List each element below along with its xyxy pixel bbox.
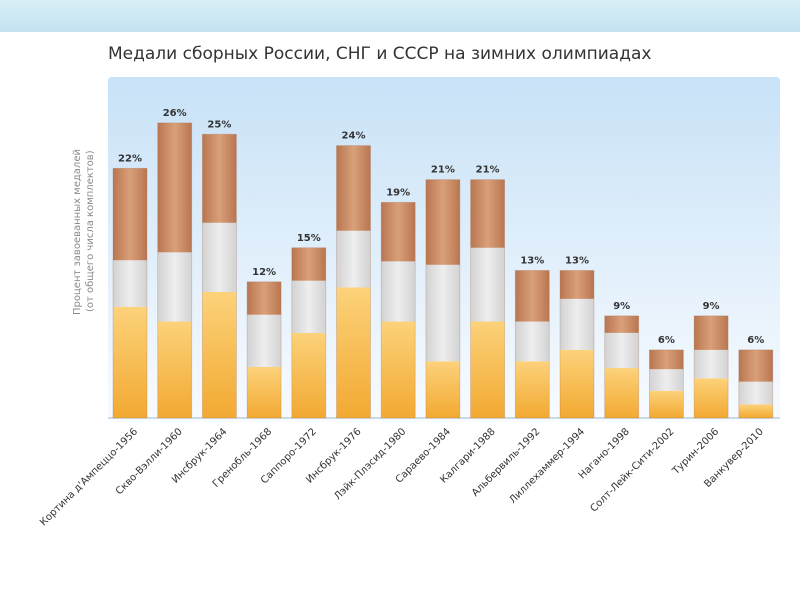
bar-total-label: 21% bbox=[431, 165, 455, 176]
y-axis-label-line-1: Процент завоеванных медалей bbox=[72, 149, 83, 315]
bar-gold bbox=[157, 321, 192, 418]
bar-silver bbox=[515, 321, 550, 362]
bar-gold bbox=[515, 361, 550, 418]
bar-outline bbox=[201, 133, 237, 419]
bar-total-label: 25% bbox=[207, 119, 231, 130]
bar-total-label: 21% bbox=[476, 165, 500, 176]
bar-silver bbox=[157, 252, 192, 322]
bar-bronze bbox=[515, 270, 550, 322]
bar-silver bbox=[425, 264, 460, 362]
bar-gold bbox=[247, 366, 282, 418]
bar-bronze bbox=[381, 202, 416, 262]
bar-silver bbox=[202, 222, 237, 293]
bar-silver bbox=[738, 381, 773, 405]
category-labels: Кортина д'Ампеццо-1956Скво-Вэлли-1960Инс… bbox=[38, 426, 766, 528]
bar-total-label: 9% bbox=[703, 301, 720, 312]
bar-outline bbox=[246, 281, 282, 419]
bar-gold bbox=[291, 332, 326, 418]
bar-bronze bbox=[604, 315, 639, 333]
bar-gold bbox=[381, 321, 416, 418]
bar-outline bbox=[738, 349, 774, 419]
bar-silver bbox=[470, 247, 505, 322]
chart-title: Медали сборных России, СНГ и СССР на зим… bbox=[108, 44, 652, 64]
bar-silver bbox=[694, 349, 729, 379]
bar-total-label: 13% bbox=[565, 255, 589, 266]
bar-total-label: 22% bbox=[118, 153, 142, 164]
bar-silver bbox=[113, 260, 147, 307]
category-label: Лиллехаммер-1994 bbox=[507, 426, 587, 506]
bar-gold bbox=[649, 390, 684, 418]
bar-outline bbox=[336, 145, 371, 419]
bar-silver bbox=[381, 261, 416, 322]
bar-gold bbox=[425, 361, 460, 418]
bar-total-label: 15% bbox=[297, 233, 321, 244]
bar-gold bbox=[694, 378, 729, 418]
labels-layer: 22% 26% 25% 12% 15% 24% 19% 21% 21% 13% 13% 9% 6% 9% 6… bbox=[118, 108, 764, 346]
bar-silver bbox=[560, 298, 594, 350]
bar-silver bbox=[247, 314, 282, 367]
bar-bronze bbox=[247, 281, 282, 315]
bar-total-label: 6% bbox=[658, 335, 675, 346]
bar-outline bbox=[514, 270, 550, 419]
bar-gold bbox=[738, 404, 773, 418]
bar-outline bbox=[380, 201, 416, 419]
bar-gold bbox=[470, 321, 505, 418]
bar-outline bbox=[157, 122, 193, 419]
bar-bronze bbox=[202, 134, 237, 223]
bar-outline bbox=[470, 179, 506, 419]
bar-total-label: 6% bbox=[747, 335, 764, 346]
bar-gold bbox=[113, 306, 147, 418]
bar-total-label: 9% bbox=[613, 301, 630, 312]
bar-total-label: 26% bbox=[163, 108, 187, 119]
bar-outline bbox=[604, 315, 640, 419]
bar-total-label: 12% bbox=[252, 267, 276, 278]
y-axis-label: Процент завоеванных медалей (от общего ч… bbox=[72, 149, 96, 315]
bar-bronze bbox=[113, 168, 147, 261]
bar-bronze bbox=[157, 122, 192, 253]
bar-outline bbox=[112, 167, 148, 419]
bar-outline bbox=[649, 349, 684, 419]
bar-bronze bbox=[291, 247, 326, 281]
bar-bronze bbox=[336, 145, 371, 231]
bar-bronze bbox=[560, 270, 594, 299]
bar-silver bbox=[291, 280, 326, 333]
y-axis-label-line-2: (от общего числа комплектов) bbox=[85, 150, 96, 312]
bar-bronze bbox=[470, 179, 505, 248]
category-label: Солт-Лейк-Сити-2002 bbox=[588, 426, 676, 514]
header-band bbox=[0, 0, 800, 32]
bar-bronze bbox=[425, 179, 460, 265]
bar-gold bbox=[604, 368, 639, 418]
bar-gold bbox=[560, 349, 594, 418]
bar-outline bbox=[291, 247, 327, 419]
bar-total-label: 13% bbox=[520, 255, 544, 266]
bar-gold bbox=[336, 287, 371, 418]
bar-outline bbox=[693, 315, 729, 419]
bar-bronze bbox=[694, 315, 729, 350]
bar-bronze bbox=[649, 349, 684, 370]
bar-total-label: 19% bbox=[386, 187, 410, 198]
bars-layer bbox=[112, 122, 774, 419]
bar-silver bbox=[649, 369, 684, 391]
bar-gold bbox=[202, 292, 237, 418]
bar-total-label: 24% bbox=[342, 131, 366, 142]
bar-outline bbox=[425, 179, 461, 419]
bar-silver bbox=[336, 230, 371, 288]
bar-bronze bbox=[738, 349, 773, 382]
bar-outline bbox=[559, 270, 595, 419]
bar-silver bbox=[604, 332, 639, 369]
